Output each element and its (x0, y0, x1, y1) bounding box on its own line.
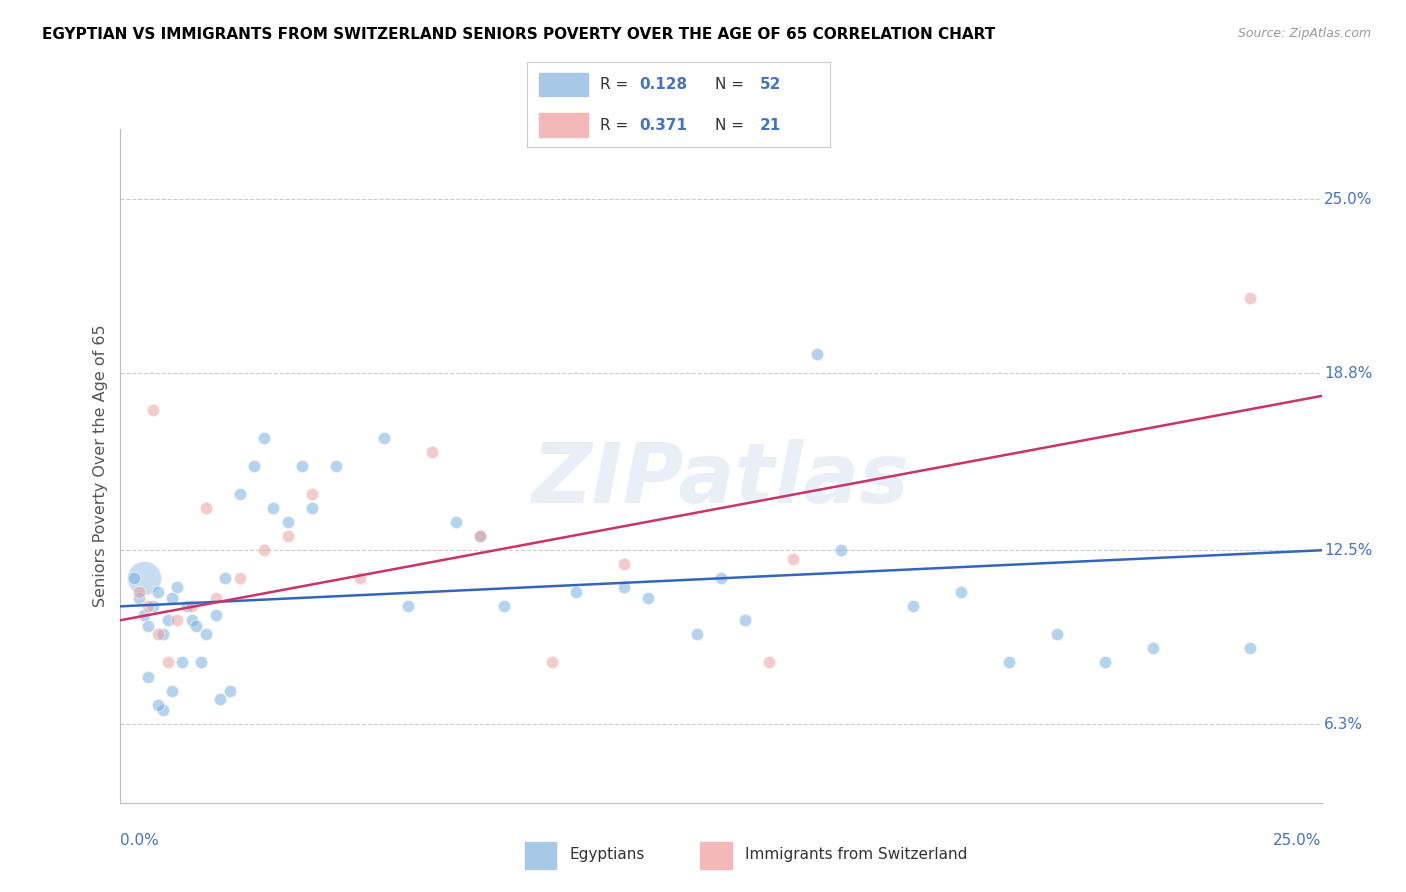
Point (468, 529, 492, 543)
Point (494, 599, 516, 614)
Point (162, 683, 184, 698)
Point (142, 403, 165, 417)
Point (195, 627, 218, 641)
Text: Source: ZipAtlas.com: Source: ZipAtlas.com (1237, 27, 1371, 40)
Point (138, 599, 160, 614)
Point (132, 571, 155, 585)
Point (146, 698, 169, 712)
Text: Immigrants from Switzerland: Immigrants from Switzerland (745, 847, 967, 862)
Bar (540, 113, 588, 137)
Point (349, 571, 371, 585)
Point (156, 614, 179, 628)
Point (190, 656, 212, 670)
Point (1239, 641, 1261, 656)
Point (373, 431, 395, 445)
Point (128, 585, 150, 599)
Point (132, 607, 155, 622)
Text: 6.3%: 6.3% (1324, 717, 1362, 731)
Point (180, 599, 202, 614)
Bar (540, 72, 588, 96)
Point (204, 607, 226, 622)
Point (162, 591, 184, 605)
Text: ZIPatlas: ZIPatlas (531, 439, 910, 520)
Point (138, 619, 160, 633)
Text: 25.0%: 25.0% (1324, 192, 1372, 207)
Point (291, 459, 314, 474)
Text: 18.8%: 18.8% (1324, 366, 1372, 381)
Text: R =: R = (600, 77, 633, 92)
Text: EGYPTIAN VS IMMIGRANTS FROM SWITZERLAND SENIORS POVERTY OVER THE AGE OF 65 CORRE: EGYPTIAN VS IMMIGRANTS FROM SWITZERLAND … (42, 27, 995, 42)
Y-axis label: Seniors Poverty Over the Age of 65: Seniors Poverty Over the Age of 65 (93, 325, 108, 607)
Point (122, 571, 145, 585)
Text: N =: N = (714, 118, 748, 133)
Text: R =: R = (600, 118, 633, 133)
Point (277, 529, 299, 543)
Point (998, 656, 1021, 670)
Point (734, 614, 756, 628)
Point (301, 487, 323, 501)
Point (152, 703, 174, 717)
Bar (524, 842, 557, 869)
Point (152, 627, 174, 641)
Point (170, 656, 193, 670)
Point (186, 619, 208, 633)
Point (156, 656, 179, 670)
Text: 0.371: 0.371 (640, 118, 688, 133)
Text: N =: N = (714, 77, 748, 92)
Point (166, 614, 188, 628)
Point (830, 543, 852, 558)
Point (209, 692, 232, 706)
Point (637, 591, 659, 605)
Text: Egyptians: Egyptians (569, 847, 645, 862)
Point (138, 669, 160, 683)
Point (782, 551, 804, 566)
Point (949, 585, 972, 599)
Point (228, 487, 250, 501)
Point (166, 580, 188, 594)
Point (195, 501, 218, 516)
Point (214, 571, 236, 585)
Point (253, 543, 276, 558)
Point (685, 627, 707, 641)
Text: 25.0%: 25.0% (1274, 833, 1322, 848)
Point (253, 431, 276, 445)
Point (468, 529, 492, 543)
Point (444, 515, 467, 529)
Point (277, 515, 299, 529)
Point (1239, 291, 1261, 305)
Point (565, 585, 588, 599)
Point (901, 599, 924, 614)
Point (1094, 656, 1116, 670)
Point (1142, 641, 1164, 656)
Text: 52: 52 (761, 77, 782, 92)
Point (176, 599, 198, 614)
Point (806, 347, 828, 361)
Point (541, 656, 564, 670)
Point (325, 459, 347, 474)
Point (613, 580, 636, 594)
Point (142, 599, 165, 614)
Point (420, 445, 443, 459)
Text: 0.128: 0.128 (640, 77, 688, 92)
Point (128, 591, 150, 605)
Point (396, 599, 419, 614)
Point (758, 656, 780, 670)
Point (146, 585, 169, 599)
Point (204, 591, 226, 605)
Point (301, 501, 323, 516)
Point (146, 627, 169, 641)
Point (262, 501, 284, 516)
Point (219, 683, 242, 698)
Text: 0.0%: 0.0% (120, 833, 159, 848)
Point (613, 558, 636, 572)
Point (228, 571, 250, 585)
Bar (700, 842, 731, 869)
Point (243, 459, 266, 474)
Point (180, 614, 202, 628)
Text: 12.5%: 12.5% (1324, 542, 1372, 558)
Text: 21: 21 (761, 118, 782, 133)
Point (709, 571, 731, 585)
Point (1046, 627, 1069, 641)
